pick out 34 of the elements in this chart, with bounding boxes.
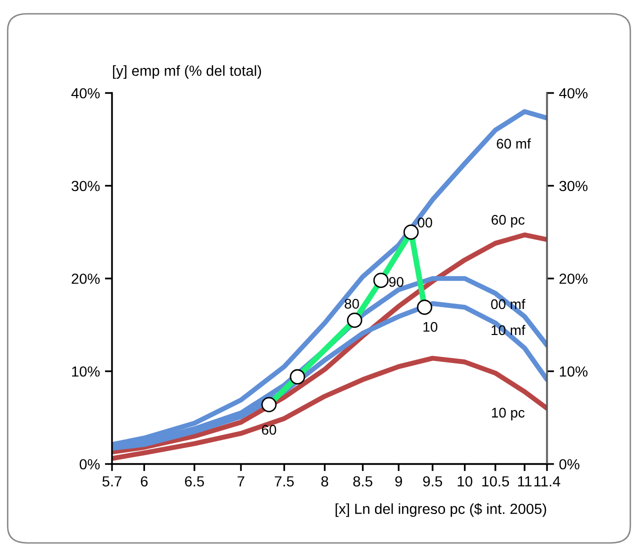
annotation: 00 bbox=[418, 218, 432, 228]
x-tick-label: 7.5 bbox=[274, 476, 294, 487]
y-tick-label: 10% bbox=[72, 366, 100, 377]
x-tick-label: 10 bbox=[458, 476, 472, 487]
y-tick-label: 40% bbox=[71, 88, 100, 98]
series-label: 60 pc bbox=[492, 214, 525, 228]
y-tick-label: 0% bbox=[80, 459, 100, 470]
x-tick-label: 11.4 bbox=[534, 476, 560, 486]
y-axis-title: [y] emp mf (% del total) bbox=[113, 65, 262, 79]
annotation: 90 bbox=[389, 277, 404, 287]
y2-tick-label: 10% bbox=[560, 366, 588, 377]
x-tick-label: 8 bbox=[321, 476, 328, 487]
x-tick-label: 6 bbox=[140, 476, 148, 487]
y2-tick-label: 40% bbox=[559, 88, 588, 98]
x-tick-label: 11 bbox=[518, 476, 532, 486]
y-tick-label: 20% bbox=[72, 274, 100, 284]
y2-tick-label: 30% bbox=[559, 180, 588, 192]
annotation: 60 bbox=[262, 424, 276, 435]
x-tick-label: 5.7 bbox=[102, 476, 122, 487]
series-label: 00 mf bbox=[491, 298, 526, 310]
y2-tick-label: 0% bbox=[559, 459, 580, 470]
annotation: 10 bbox=[423, 322, 438, 332]
series-label: 10 pc bbox=[492, 408, 525, 420]
x-tick-label: 7 bbox=[238, 476, 244, 486]
x-tick-label: 9 bbox=[395, 476, 402, 487]
x-axis-title: [x] Ln del ingreso pc ($ int. 2005) bbox=[336, 503, 546, 517]
series-label: 60 mf bbox=[496, 138, 531, 149]
x-tick-label: 10.5 bbox=[482, 476, 509, 487]
y-tick-label: 30% bbox=[72, 180, 100, 192]
x-tick-label: 8.5 bbox=[353, 476, 372, 487]
x-tick-label: 9.5 bbox=[423, 476, 442, 487]
x-tick-label: 6.5 bbox=[185, 476, 204, 487]
y2-tick-label: 20% bbox=[560, 274, 588, 284]
annotation: 80 bbox=[344, 298, 360, 309]
